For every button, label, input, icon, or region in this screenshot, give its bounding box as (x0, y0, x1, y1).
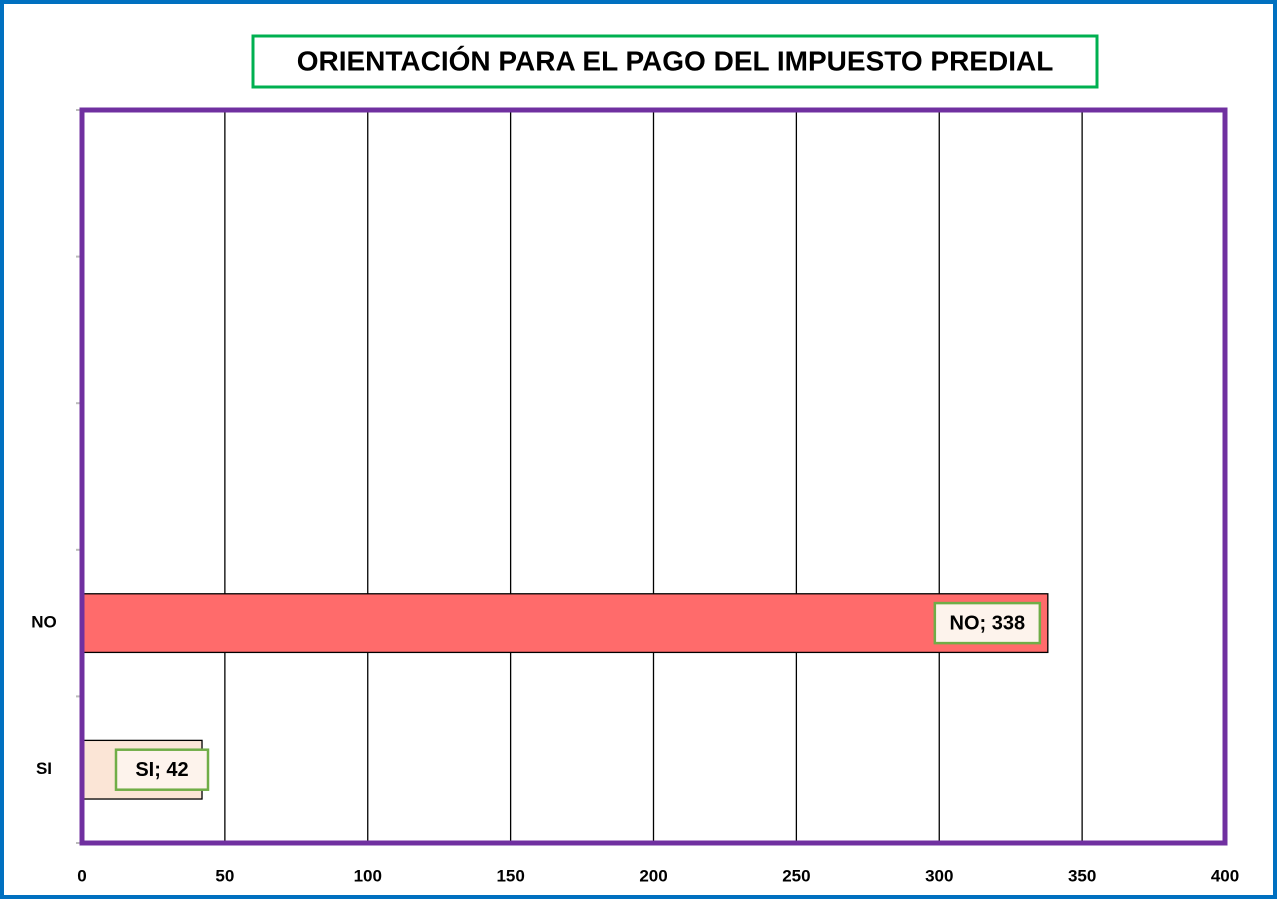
x-tick-label: 400 (1211, 866, 1239, 885)
x-tick-label: 150 (496, 866, 524, 885)
data-label-box (933, 601, 1042, 645)
x-tick-label: 0 (77, 866, 86, 885)
y-tick-label: NO (31, 613, 57, 632)
x-tick-label: 350 (1068, 866, 1096, 885)
data-label-box (114, 748, 210, 791)
x-tick-label: 200 (639, 866, 667, 885)
x-tick-label: 100 (354, 866, 382, 885)
title-box (251, 34, 1099, 89)
x-tick-label: 250 (782, 866, 810, 885)
chart-title: ORIENTACIÓN PARA EL PAGO DEL IMPUESTO PR… (297, 45, 1054, 76)
x-tick-label: 50 (215, 866, 234, 885)
data-label: SI; 42 (135, 759, 188, 781)
y-tick-label: SI (36, 759, 52, 778)
data-label: NO; 338 (950, 612, 1026, 634)
x-tick-label: 300 (925, 866, 953, 885)
bar (81, 593, 1049, 654)
plot-border (79, 107, 1228, 846)
